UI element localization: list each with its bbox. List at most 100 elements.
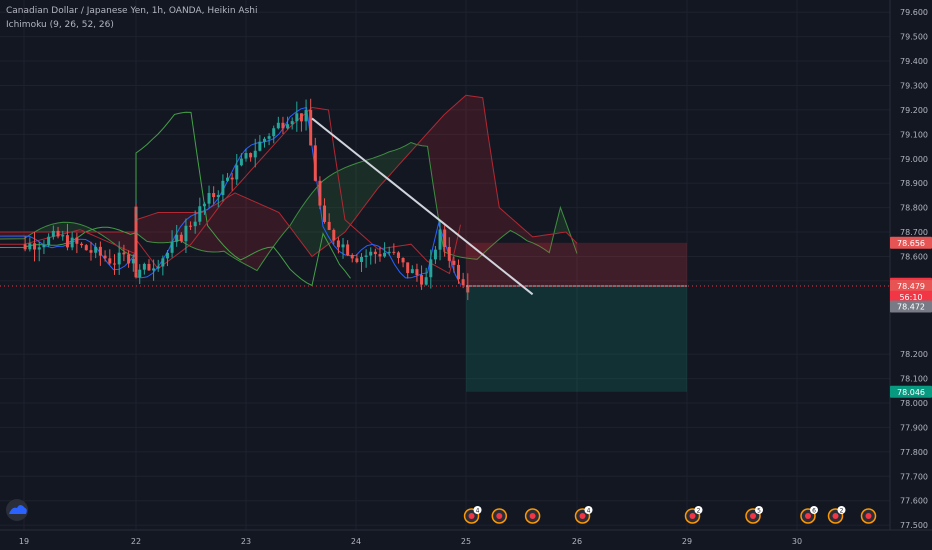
candle-body bbox=[420, 275, 424, 285]
candle-body bbox=[42, 245, 46, 248]
cloud-segment bbox=[361, 160, 367, 211]
event-marker-dot bbox=[579, 513, 586, 519]
event-count-text: 2 bbox=[840, 508, 844, 515]
time-tick-label: 23 bbox=[241, 537, 251, 546]
cloud-segment bbox=[306, 193, 312, 257]
candle-body bbox=[134, 268, 138, 273]
symbol-title[interactable]: Canadian Dollar / Japanese Yen, 1h, OAND… bbox=[6, 6, 258, 16]
candle-body bbox=[443, 229, 447, 247]
event-marker-dot bbox=[496, 513, 503, 519]
cloud-segment bbox=[405, 142, 411, 158]
take-profit-zone bbox=[466, 286, 687, 392]
candle-body bbox=[161, 258, 165, 267]
cloud-segment bbox=[290, 216, 296, 235]
candle-body bbox=[429, 259, 433, 278]
candle-body bbox=[360, 256, 363, 262]
time-tick-label: 26 bbox=[572, 537, 582, 546]
event-count-badge bbox=[694, 506, 703, 514]
candle-body bbox=[290, 121, 294, 125]
candle-body bbox=[318, 180, 322, 206]
cloud-segment bbox=[46, 224, 52, 233]
price-label-box bbox=[890, 280, 932, 293]
cloud-segment bbox=[147, 214, 153, 243]
candle-body bbox=[299, 113, 303, 122]
candle-body bbox=[193, 221, 197, 227]
candle-body bbox=[122, 252, 126, 255]
candle-body bbox=[89, 250, 93, 253]
short-position-tool[interactable] bbox=[0, 242, 890, 392]
candle-body bbox=[281, 122, 285, 129]
candle-body bbox=[207, 193, 211, 204]
candle-body bbox=[466, 285, 470, 293]
candle-body bbox=[202, 203, 206, 207]
cloud-segment bbox=[0, 232, 24, 240]
cloud-segment bbox=[102, 232, 108, 240]
candle-body bbox=[198, 206, 202, 222]
price-tick-label: 77.800 bbox=[900, 448, 928, 457]
event-count-text: 6 bbox=[812, 508, 816, 515]
candle-body bbox=[332, 229, 336, 241]
cloud-segment bbox=[356, 161, 362, 218]
cloud-segment bbox=[284, 219, 290, 233]
candle-body bbox=[387, 251, 391, 253]
trendline bbox=[311, 117, 534, 296]
candle-body bbox=[65, 235, 69, 248]
cloud-segment bbox=[471, 96, 478, 260]
cloud-segment bbox=[444, 109, 450, 255]
time-axis[interactable]: 19 22 23 24 25 26 29 30 bbox=[0, 529, 932, 550]
chikou-span-line bbox=[0, 111, 351, 287]
price-tick-label: 79.300 bbox=[900, 81, 928, 90]
tradingview-logo-icon[interactable] bbox=[6, 499, 28, 521]
candle-body bbox=[295, 113, 299, 122]
cloud-segment bbox=[455, 100, 461, 258]
event-markers[interactable]: 4 4 2 5 6 2 bbox=[463, 506, 877, 524]
cloud-segment bbox=[499, 207, 505, 240]
candle-body bbox=[70, 237, 74, 248]
price-tick-label: 79.500 bbox=[900, 33, 928, 42]
trendline-drawing[interactable] bbox=[311, 117, 534, 296]
candle-body bbox=[127, 254, 131, 264]
event-count-badge bbox=[755, 506, 763, 514]
cloud-segment bbox=[152, 212, 158, 243]
candle-body bbox=[373, 251, 377, 255]
cloud-segment bbox=[108, 232, 114, 244]
candle-body bbox=[179, 234, 183, 242]
candle-body bbox=[134, 245, 138, 258]
candle-body bbox=[461, 279, 465, 286]
cloud-segment bbox=[560, 207, 566, 233]
candle-body bbox=[239, 158, 243, 166]
candle-body bbox=[108, 258, 112, 264]
candle-body bbox=[313, 145, 317, 181]
candle-body bbox=[401, 258, 405, 263]
indicator-title[interactable]: Ichimoku (9, 26, 52, 26) bbox=[6, 20, 114, 30]
cloud-segment bbox=[57, 222, 64, 233]
event-count-text: 4 bbox=[587, 508, 591, 515]
event-marker-dot bbox=[805, 513, 811, 519]
time-tick-label: 30 bbox=[792, 537, 802, 546]
cloud-segment bbox=[213, 202, 219, 253]
cloud-segment bbox=[235, 192, 241, 262]
price-tick-label: 78.600 bbox=[900, 252, 928, 261]
price-label-text: 78.046 bbox=[897, 388, 925, 397]
price-tick-label: 77.600 bbox=[900, 497, 928, 506]
candle-body bbox=[80, 243, 84, 246]
candle-body bbox=[189, 225, 193, 227]
price-axis[interactable]: 79.600 79.500 79.400 79.300 79.200 79.100 79.0… bbox=[889, 0, 932, 550]
cloud-segment bbox=[527, 232, 533, 243]
cloud-segment bbox=[68, 222, 75, 233]
candle-body bbox=[267, 136, 271, 139]
cloud-segment bbox=[240, 195, 246, 265]
price-tick-label: 78.200 bbox=[900, 350, 928, 359]
candle-body bbox=[131, 259, 135, 264]
cloud-segment bbox=[400, 145, 406, 164]
event-count-badge bbox=[810, 506, 818, 514]
cloud-segment bbox=[460, 95, 466, 259]
cloud-segment bbox=[422, 133, 428, 147]
event-count-badge bbox=[584, 506, 593, 514]
cloud-segment bbox=[163, 212, 169, 243]
price-tick-label: 78.800 bbox=[900, 204, 928, 213]
event-marker-dot bbox=[865, 513, 872, 519]
candle-body bbox=[37, 247, 41, 250]
